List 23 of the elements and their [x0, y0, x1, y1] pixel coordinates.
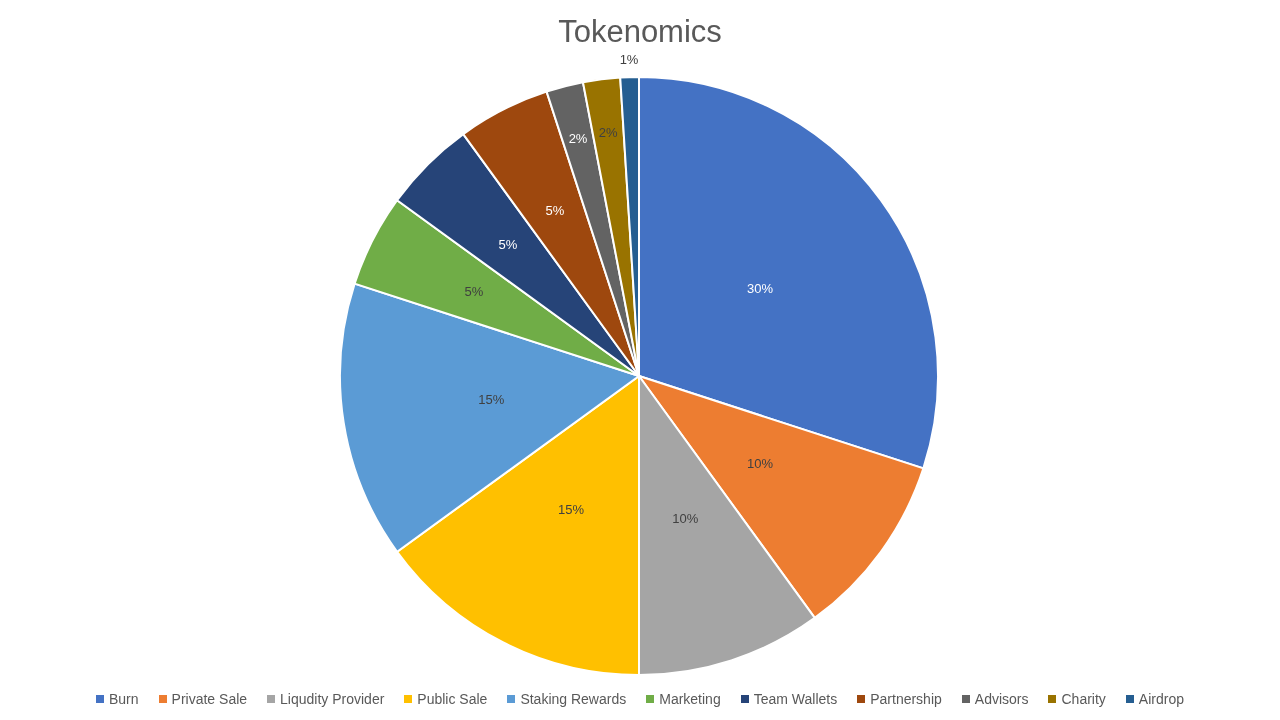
data-label: 15%	[558, 501, 585, 517]
legend-label: Burn	[109, 691, 139, 707]
data-label: 5%	[498, 237, 518, 253]
legend-label: Advisors	[974, 691, 1029, 707]
data-label: 5%	[464, 284, 484, 300]
data-label: 2%	[598, 125, 619, 141]
legend-label: Staking Rewards	[520, 691, 627, 707]
legend-label: Liqudity Provider	[280, 691, 385, 707]
legend-label: Team Wallets	[753, 691, 838, 707]
legend-label: Marketing	[659, 691, 721, 707]
chart-title: Tokenomics	[557, 14, 723, 50]
legend-label: Airdrop	[1138, 691, 1184, 707]
data-label: 15%	[478, 391, 505, 407]
data-label: 10%	[672, 510, 699, 526]
legend-label: Charity	[1061, 691, 1106, 707]
data-label: 2%	[568, 131, 588, 147]
legend-label: Private Sale	[171, 691, 248, 707]
data-label: 1%	[619, 51, 639, 67]
data-label: 30%	[746, 280, 774, 296]
data-label: 10%	[746, 456, 774, 472]
legend-label: Partnership	[870, 691, 942, 707]
data-label: 5%	[545, 203, 565, 219]
legend-label: Public Sale	[417, 691, 488, 707]
